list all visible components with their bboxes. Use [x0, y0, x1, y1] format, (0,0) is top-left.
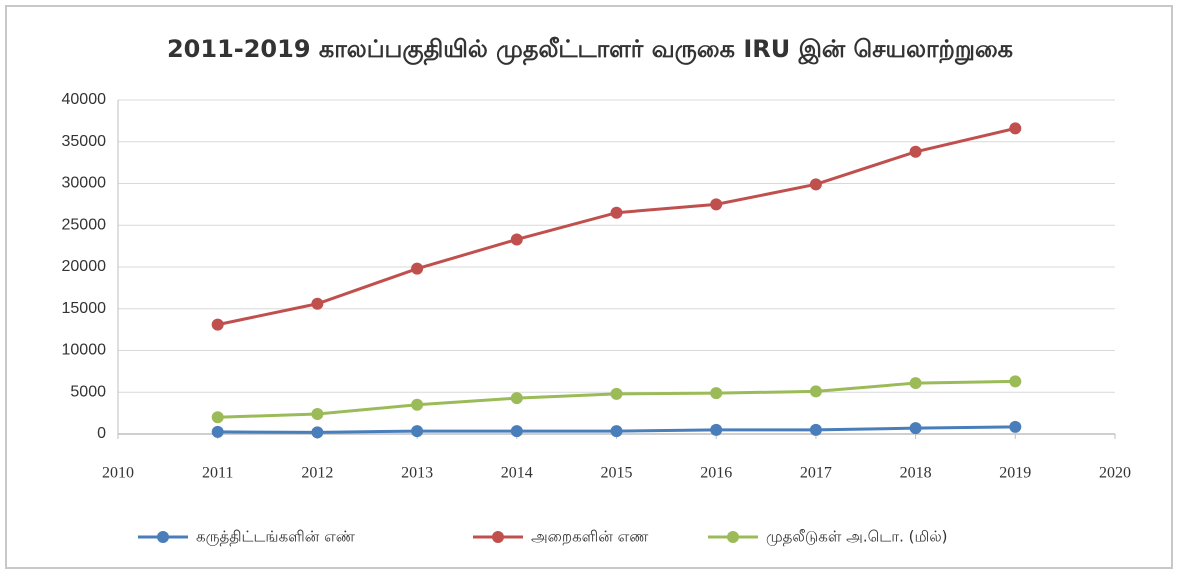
- data-point: [1009, 122, 1022, 135]
- x-tick-label: 2013: [401, 465, 433, 482]
- x-tick-label: 2014: [501, 465, 533, 482]
- data-point: [1009, 375, 1022, 388]
- data-point: [710, 198, 723, 211]
- data-point: [211, 425, 224, 438]
- data-point: [809, 423, 822, 436]
- y-tick-label: 10000: [62, 342, 107, 359]
- data-point: [809, 178, 822, 191]
- data-point: [211, 318, 224, 331]
- data-point: [411, 425, 424, 438]
- data-point: [909, 145, 922, 158]
- x-tick-label: 2020: [1099, 465, 1131, 482]
- y-tick-label: 20000: [62, 258, 107, 275]
- y-tick-label: 5000: [70, 383, 106, 400]
- data-point: [610, 206, 623, 219]
- y-tick-label: 30000: [62, 175, 107, 192]
- x-tick-label: 2016: [700, 465, 732, 482]
- x-tick-label: 2012: [301, 465, 333, 482]
- data-point: [909, 422, 922, 435]
- data-point: [610, 387, 623, 400]
- legend-marker: [727, 531, 739, 543]
- legend-label: அறைகளின் எண: [531, 528, 648, 546]
- data-point: [610, 425, 623, 438]
- y-tick-label: 0: [97, 425, 106, 442]
- x-tick-label: 2019: [999, 465, 1031, 482]
- legend-label: கருத்திட்டங்களின் எண்: [196, 528, 355, 546]
- y-tick-label: 40000: [62, 91, 107, 108]
- legend-label: முதலீடுகள் அ.டொ. (மில்): [766, 528, 948, 546]
- x-tick-label: 2017: [800, 465, 832, 482]
- x-tick-label: 2015: [601, 465, 633, 482]
- y-tick-label: 35000: [62, 133, 107, 150]
- x-tick-label: 2010: [102, 465, 134, 482]
- x-tick-label: 2011: [202, 465, 233, 482]
- data-point: [411, 398, 424, 411]
- data-point: [1009, 420, 1022, 433]
- chart-title: 2011-2019 காலப்பகுதியில் முதலீட்டாளர் வர…: [167, 35, 1013, 66]
- data-point: [710, 387, 723, 400]
- data-point: [809, 385, 822, 398]
- data-point: [411, 262, 424, 275]
- x-tick-label: 2018: [900, 465, 932, 482]
- chart-frame: [5, 5, 1173, 569]
- data-point: [710, 423, 723, 436]
- data-point: [311, 426, 324, 439]
- legend-marker: [157, 531, 169, 543]
- data-point: [311, 407, 324, 420]
- data-point: [510, 425, 523, 438]
- data-point: [510, 233, 523, 246]
- y-tick-label: 15000: [62, 300, 107, 317]
- data-point: [909, 377, 922, 390]
- legend-marker: [492, 531, 504, 543]
- data-point: [211, 411, 224, 424]
- data-point: [510, 392, 523, 405]
- data-point: [311, 297, 324, 310]
- y-tick-label: 25000: [62, 216, 107, 233]
